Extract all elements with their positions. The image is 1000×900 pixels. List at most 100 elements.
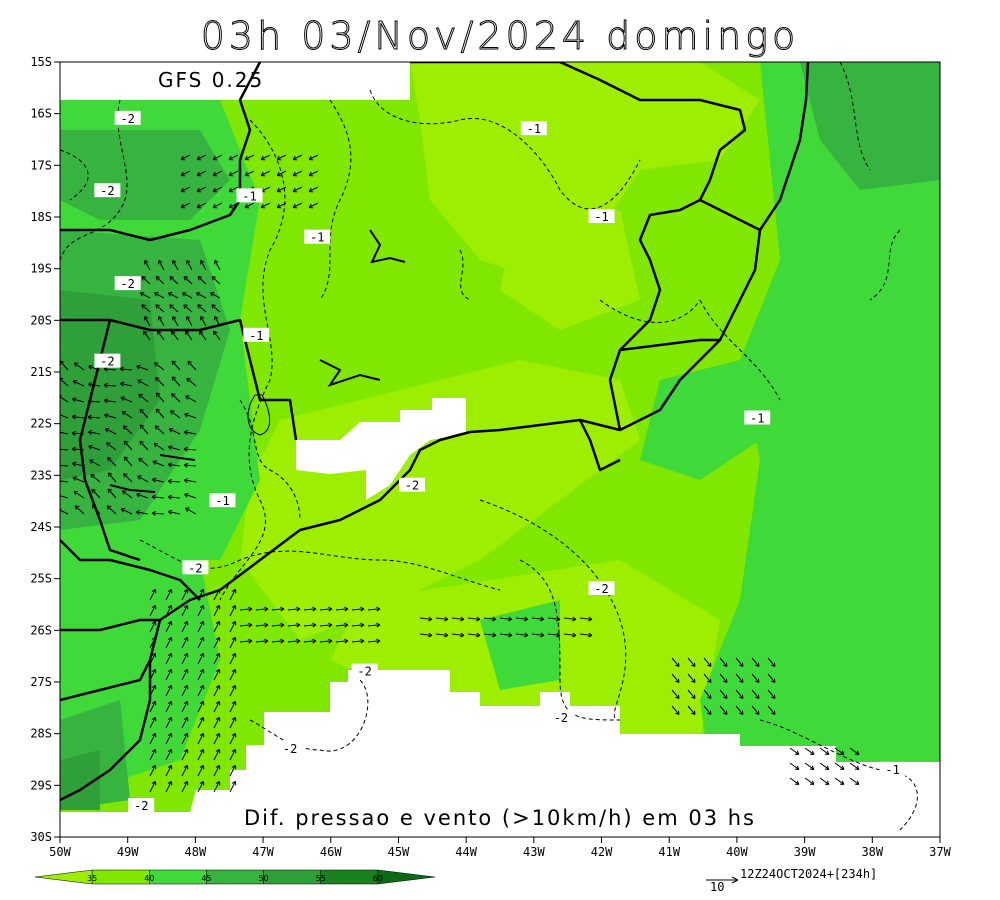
wind-arrow [87,398,101,404]
lat-tick-label: 27S [30,675,52,689]
wind-arrow [547,616,561,622]
wind-arrow [186,377,197,387]
wind-arrow [229,620,237,633]
wind-arrow [767,689,776,699]
wind-arrow [123,440,133,451]
wind-arrow [751,705,760,715]
wind-arrow [71,446,85,452]
svg-text:-1: -1 [215,494,229,508]
wind-arrow [165,684,173,697]
wind-arrow [244,170,255,177]
lat-tick-label: 20S [30,313,52,327]
contour-label: -1 [879,761,906,777]
wind-arrow [308,170,319,177]
reference-vector [706,876,739,884]
latitude-axis: 15S 16S 17S 18S 19S 20S 21S 22S 23S 24S 25S 26S 27S 2… [30,55,60,844]
wind-arrow [229,588,237,601]
wind-arrow [687,657,696,667]
lon-tick-label: 48W [185,845,207,859]
contour-label: -1 [744,410,771,426]
wind-arrow [767,673,776,683]
wind-arrow [157,330,165,341]
wind-arrow [351,606,365,612]
wind-arrow [303,638,317,644]
wind-arrow [105,442,117,451]
lat-tick-label: 18S [30,210,52,224]
svg-text:-1: -1 [750,412,764,426]
coastline-and-borders [60,62,810,802]
svg-text:-1: -1 [527,122,541,136]
longitude-axis: 50W 49W 48W 47W 46W 45W 44W 43W 42W 41W 40W 39W 38W 3… [49,837,952,859]
wind-arrow [276,154,287,161]
reservoirs [109,229,406,493]
wind-arrow [141,276,151,285]
wind-arrow [135,509,149,515]
wind-arrow [719,657,728,667]
wind-arrow [367,638,381,644]
wind-arrow [229,748,237,761]
wind-arrow [719,705,728,715]
wind-arrow [435,632,449,638]
lon-tick-label: 39W [794,845,816,859]
wind-arrow [229,684,237,697]
wind-arrow [367,606,381,612]
svg-text:-2: -2 [120,112,134,126]
wind-arrow [228,202,239,209]
lon-tick-label: 47W [252,845,274,859]
wind-arrow [88,364,101,371]
wind-arrow [260,202,271,209]
wind-arrow [211,304,221,313]
wind-arrow [60,464,69,467]
wind-arrow [255,638,269,644]
wind-arrow [735,689,744,699]
colorbar-segment [377,869,436,885]
wind-arrow [139,292,151,299]
wind-arrow [563,616,577,622]
wind-arrow [180,202,191,209]
wind-arrow [213,716,221,729]
wind-arrow [122,425,133,435]
wind-arrow [271,622,285,628]
wind-arrow [196,186,207,193]
lon-tick-label: 50W [49,845,71,859]
wind-arrow [483,616,497,622]
wind-arrow [287,638,301,644]
wind-arrow [671,673,680,683]
lon-tick-label: 41W [658,845,680,859]
plot-frame [59,61,941,838]
wind-arrow [196,170,207,177]
wind-arrow [171,360,181,371]
svg-text:-1: -1 [249,329,263,343]
wind-arrow [71,414,85,420]
svg-text:-2: -2 [357,665,371,679]
wind-arrow [213,604,221,617]
reference-vector-label: 10 [710,880,725,894]
wind-arrow [165,620,173,633]
wind-arrow [271,606,285,612]
wind-arrow [197,668,205,681]
lat-tick-label: 26S [30,623,52,637]
wind-arrow [104,413,117,419]
wind-arrow [73,490,85,499]
wind-arrow [171,376,181,387]
wind-arrow [719,673,728,683]
wind-arrow [137,475,149,483]
wind-arrow [60,493,69,499]
wind-arrow [87,430,101,435]
wind-arrow [789,747,800,755]
wind-arrow [213,330,221,341]
wind-arrow [103,398,117,404]
wind-arrow [196,154,207,161]
contour-label: -2 [351,663,378,679]
wind-arrow [185,330,193,341]
wind-arrow [212,154,223,161]
wind-arrow [260,170,271,177]
wind-arrow [71,461,85,467]
wind-arrow [200,315,207,327]
wind-arrow [165,668,173,681]
wind-arrow [87,414,101,420]
wind-arrow [239,606,253,612]
wind-arrow [184,492,197,499]
lon-tick-label: 46W [320,845,342,859]
wind-arrow [209,292,221,299]
